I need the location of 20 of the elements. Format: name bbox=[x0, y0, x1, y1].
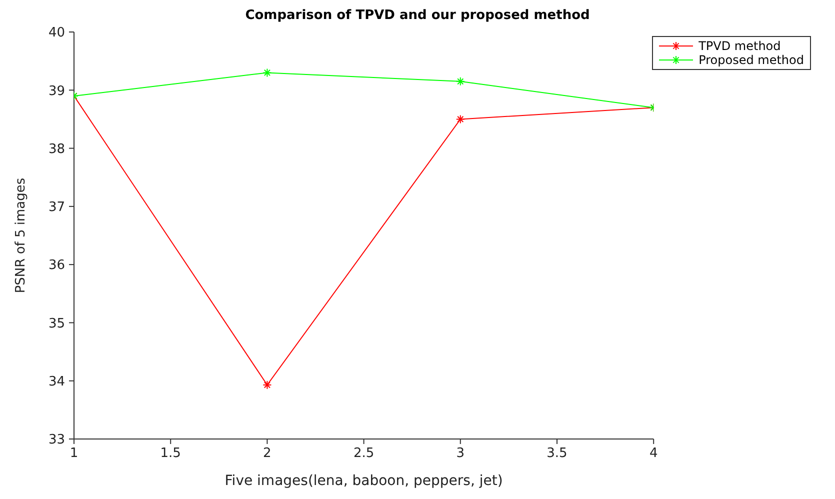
y-tick-label: 33 bbox=[48, 432, 65, 448]
x-tick-label: 4 bbox=[649, 446, 658, 462]
y-tick-label: 36 bbox=[48, 258, 65, 274]
x-tick-label: 2.5 bbox=[353, 446, 374, 462]
y-axis-title: PSNR of 5 images bbox=[14, 178, 29, 294]
legend-label: Proposed method bbox=[698, 53, 804, 67]
y-tick-label: 35 bbox=[48, 316, 65, 332]
y-tick-label: 39 bbox=[48, 84, 65, 99]
y-tick-label: 34 bbox=[48, 374, 65, 390]
x-axis-title: Five images(lena, baboon, peppers, jet) bbox=[224, 473, 503, 489]
x-tick-label: 1 bbox=[70, 446, 78, 462]
y-tick-label: 38 bbox=[48, 142, 65, 157]
y-tick-label: 40 bbox=[48, 26, 65, 41]
chart-title: Comparison of TPVD and our proposed method bbox=[244, 8, 591, 25]
legend-label: TPVD method bbox=[698, 39, 781, 53]
x-tick-label: 3 bbox=[456, 446, 465, 462]
x-tick-label: 3.5 bbox=[546, 446, 568, 462]
x-tick-label: 1.5 bbox=[160, 446, 181, 462]
x-tick-label: 2 bbox=[263, 446, 272, 462]
y-tick-label: 37 bbox=[48, 200, 65, 216]
